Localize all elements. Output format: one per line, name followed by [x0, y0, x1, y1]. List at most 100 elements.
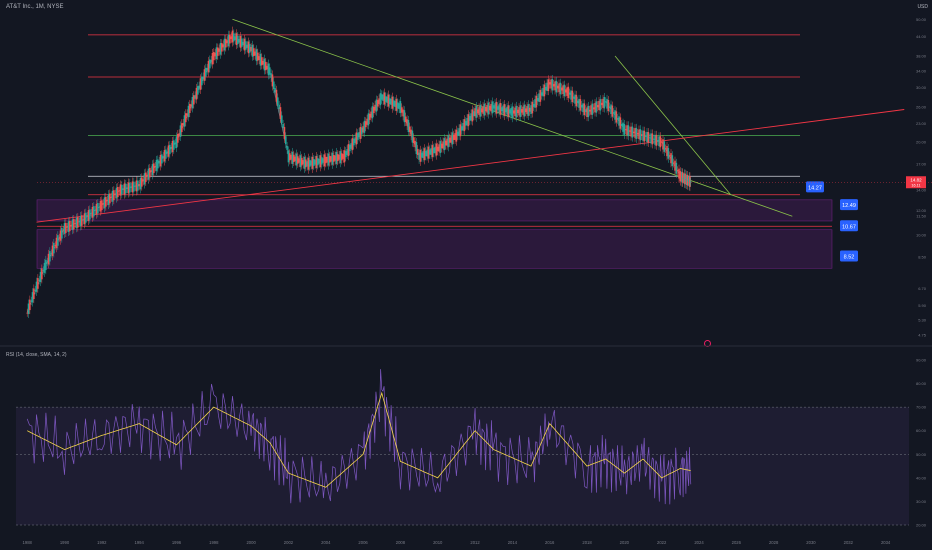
candle-body	[354, 137, 356, 143]
candle-body	[175, 136, 178, 148]
candle-body	[488, 105, 491, 111]
candle-body	[664, 148, 667, 150]
candle-body	[173, 140, 175, 150]
candle-body	[451, 132, 454, 145]
candle-body	[387, 94, 390, 107]
time-tick-12: 2012	[470, 540, 480, 545]
time-tick-10: 2008	[396, 540, 406, 545]
candle-body	[282, 123, 284, 128]
candle-body	[35, 281, 38, 292]
candle-body	[367, 113, 370, 126]
candle-body	[254, 51, 256, 56]
candle-body	[316, 158, 319, 166]
candle-body	[171, 140, 174, 153]
candle-body	[272, 81, 275, 89]
candle-body	[278, 104, 280, 110]
candle-body	[470, 113, 472, 121]
candle-body	[218, 48, 220, 52]
price-tick-2: 38.00	[916, 54, 927, 59]
candle-body	[652, 138, 655, 140]
candle-body	[326, 156, 328, 163]
candle-body	[454, 133, 456, 140]
candle-body	[146, 174, 148, 177]
price-tick-7: 20.00	[916, 140, 927, 145]
candle-body	[320, 157, 323, 165]
candle-body	[242, 41, 244, 46]
candle-body	[404, 116, 407, 122]
candle-body	[563, 84, 566, 97]
candle-body	[499, 102, 502, 115]
candle-body	[61, 227, 63, 239]
candle-body	[121, 184, 123, 195]
candle-body	[667, 148, 670, 159]
candle-body	[532, 104, 535, 107]
candle-body	[247, 41, 250, 54]
candle-body	[538, 93, 540, 102]
candle-body	[106, 199, 108, 202]
candle-body	[522, 106, 524, 115]
candle-body	[294, 156, 296, 162]
candle-body	[507, 105, 510, 118]
time-tick-6: 2000	[246, 540, 256, 545]
candle-body	[190, 104, 192, 107]
candle-body	[440, 143, 443, 149]
level-tag-0	[806, 181, 824, 193]
candle-body	[133, 181, 135, 192]
candle-body	[662, 139, 664, 150]
candle-body	[689, 176, 691, 188]
candle-body	[81, 215, 83, 226]
level-tag-3	[840, 250, 858, 262]
candle-body	[42, 270, 44, 272]
candle-body	[542, 87, 544, 97]
candle-body	[614, 110, 616, 120]
candle-body	[420, 152, 423, 158]
candle-body	[654, 134, 656, 145]
candle-body	[127, 182, 130, 194]
time-tick-23: 2034	[881, 540, 891, 545]
candle-body	[375, 99, 378, 112]
current-price-badge	[906, 176, 926, 189]
candle-body	[608, 106, 611, 109]
candle-body	[238, 39, 240, 43]
candle-body	[182, 122, 184, 126]
candle-body	[59, 230, 62, 241]
candle-body	[528, 107, 531, 112]
candle-body	[446, 138, 448, 146]
candle-body	[640, 134, 643, 136]
candle-body	[622, 122, 624, 132]
candle-body	[419, 149, 422, 162]
candle-body	[686, 174, 689, 186]
time-tick-1: 1990	[60, 540, 70, 545]
candle-body	[85, 212, 87, 223]
candle-body	[584, 109, 587, 113]
candle-body	[423, 148, 426, 161]
candle-body	[684, 173, 686, 185]
candle-body	[129, 182, 131, 193]
candle-body	[566, 87, 568, 96]
candle-body	[535, 95, 538, 108]
candle-body	[51, 245, 54, 257]
candle-body	[255, 49, 258, 62]
candle-body	[201, 76, 203, 86]
price-tick-5: 26.00	[916, 104, 927, 109]
candle-body	[300, 157, 303, 166]
candle-body	[436, 146, 439, 152]
price-tick-14: 6.70	[918, 286, 927, 291]
candle-body	[432, 147, 435, 154]
candle-body	[298, 158, 300, 163]
candle-body	[583, 103, 586, 116]
candle-body	[534, 99, 536, 108]
candle-body	[170, 147, 172, 149]
candle-body	[456, 131, 459, 136]
candle-body	[574, 94, 576, 104]
candle-body	[101, 200, 103, 210]
candle-body	[512, 110, 515, 114]
time-tick-16: 2020	[620, 540, 630, 545]
candle-body	[327, 153, 330, 166]
candle-body	[73, 218, 75, 230]
candle-body	[679, 171, 682, 182]
candle-body	[83, 213, 86, 225]
candle-body	[587, 105, 590, 118]
candle-body	[27, 303, 30, 314]
